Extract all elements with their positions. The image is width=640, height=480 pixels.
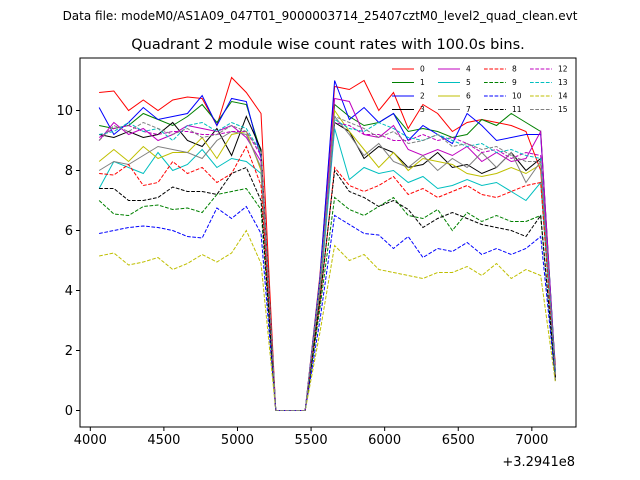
x-tick-label: 4500: [147, 433, 180, 448]
legend-label-6: 6: [466, 92, 471, 101]
x-tick-label: 6000: [368, 433, 401, 448]
series-line-2: [98, 80, 556, 411]
series-line-15: [98, 115, 556, 411]
legend-label-4: 4: [466, 65, 471, 74]
y-tick-label: 2: [65, 344, 73, 359]
y-tick-label: 10: [56, 104, 73, 119]
legend-label-14: 14: [558, 92, 568, 101]
legend-label-15: 15: [558, 105, 568, 114]
x-tick-label: 5000: [221, 433, 254, 448]
series-line-7: [98, 115, 556, 411]
y-axis: 0 2 4 6 8 10: [56, 104, 80, 419]
series-line-5: [98, 128, 556, 411]
legend-label-7: 7: [466, 105, 471, 114]
legend-label-9: 9: [512, 78, 517, 87]
plot-frame: [79, 57, 577, 428]
chart-title: Quadrant 2 module wise count rates with …: [131, 37, 525, 53]
series-line-6: [98, 109, 556, 411]
legend-label-11: 11: [512, 105, 522, 114]
x-tick-label: 7000: [515, 433, 548, 448]
series-line-12: [98, 121, 556, 411]
y-tick-label: 6: [65, 224, 73, 239]
x-axis: 4000 4500 5000 5500 6000 6500 7000: [74, 427, 548, 448]
legend-label-1: 1: [420, 78, 425, 87]
series-line-3: [99, 115, 556, 411]
series-line-9: [98, 187, 556, 411]
series-lines: [98, 76, 556, 411]
x-offset-label: +3.2941e8: [502, 455, 575, 470]
series-line-11: [99, 166, 556, 411]
x-tick-label: 6500: [442, 433, 475, 448]
legend-label-0: 0: [420, 65, 425, 74]
y-tick-label: 4: [65, 284, 73, 299]
legend-label-12: 12: [558, 65, 568, 74]
legend-label-3: 3: [420, 105, 425, 114]
figure-suptitle: Data file: modeM0/AS1A09_047T01_90000037…: [63, 9, 578, 23]
x-tick-label: 4000: [74, 433, 107, 448]
legend-label-8: 8: [512, 65, 517, 74]
y-tick-label: 8: [65, 164, 73, 179]
series-line-14: [99, 229, 556, 411]
series-line-10: [99, 205, 556, 411]
legend-label-13: 13: [558, 78, 568, 87]
y-tick-label: 0: [65, 404, 73, 419]
series-line-4: [98, 97, 556, 411]
x-tick-label: 5500: [295, 433, 328, 448]
series-line-0: [99, 76, 556, 411]
legend-label-2: 2: [420, 92, 425, 101]
legend-label-5: 5: [466, 78, 471, 87]
legend-label-10: 10: [512, 92, 522, 101]
